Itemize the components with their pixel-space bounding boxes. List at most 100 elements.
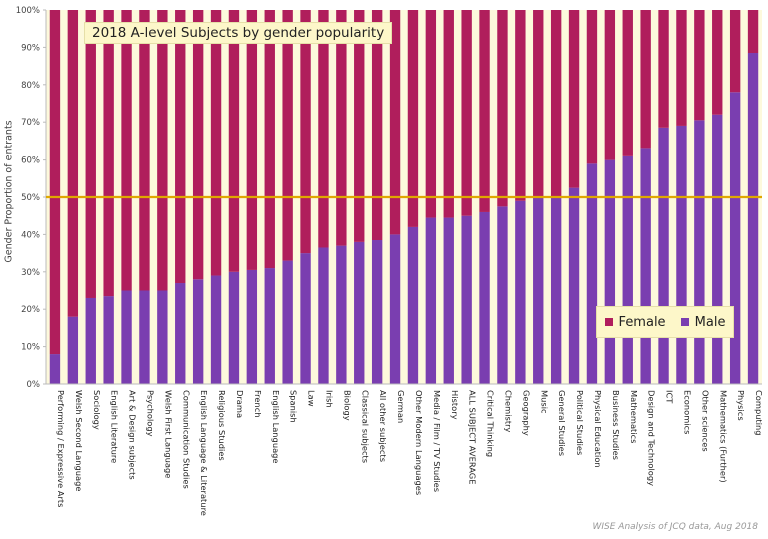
- bar-female: [300, 10, 311, 254]
- x-tick-label: Psychology: [145, 390, 155, 437]
- legend: Female Male: [596, 306, 734, 338]
- x-tick-label: Business Studies: [611, 390, 621, 460]
- bar-female: [49, 10, 61, 355]
- bar-male: [497, 206, 508, 384]
- bar-female: [228, 10, 240, 272]
- bar-female: [497, 10, 508, 207]
- bar-female: [568, 10, 580, 188]
- y-axis-label: Gender Proportion of entrants: [3, 120, 15, 263]
- bar-male: [389, 234, 401, 384]
- x-tick-label: Geography: [521, 390, 531, 436]
- x-tick-label: ALL SUBJECT AVERAGE: [468, 390, 478, 484]
- female-swatch: [604, 318, 613, 326]
- bar-male: [282, 260, 293, 384]
- x-tick-label: Drama: [235, 390, 245, 418]
- bar-male: [228, 271, 240, 384]
- bar-female: [139, 10, 150, 291]
- bar-male: [192, 279, 204, 384]
- y-tick-label: 100%: [16, 6, 40, 16]
- bar-male: [479, 211, 490, 384]
- bar-male: [586, 163, 598, 384]
- y-tick-label: 70%: [21, 118, 40, 128]
- x-tick-label: Communication Studies: [181, 390, 191, 489]
- y-tick-label: 60%: [21, 156, 40, 166]
- x-tick-label: Physical Education: [593, 390, 603, 468]
- bar-female: [246, 10, 258, 270]
- source-note: WISE Analysis of JCQ data, Aug 2018: [592, 522, 758, 532]
- bar-female: [157, 10, 168, 291]
- y-tick-label: 80%: [21, 81, 40, 91]
- bar-male: [640, 148, 651, 384]
- bar-male: [747, 53, 759, 384]
- bar-male: [622, 155, 633, 384]
- bar-male: [175, 283, 186, 384]
- x-tick-label: Other Modern Languages: [414, 390, 424, 495]
- bar-male: [49, 354, 61, 384]
- bar-female: [676, 10, 687, 126]
- bar-male: [318, 247, 329, 384]
- x-tick-label: Sociology: [92, 390, 102, 430]
- x-tick-label: Art & Design subjects: [128, 390, 138, 480]
- bar-male: [354, 241, 365, 384]
- y-tick-label: 50%: [21, 193, 40, 203]
- bar-female: [640, 10, 651, 149]
- bar-female: [354, 10, 365, 242]
- x-tick-label: Critical Thinking: [486, 390, 496, 457]
- bar-male: [658, 127, 669, 384]
- bar-male: [604, 159, 616, 384]
- y-tick-label: 90%: [21, 43, 40, 53]
- x-tick-label: Performing / Expressive Arts: [56, 390, 66, 508]
- bar-female: [85, 10, 96, 298]
- bar-male: [336, 245, 347, 384]
- bar-female: [175, 10, 186, 284]
- chart-title: 2018 A-level Subjects by gender populari…: [84, 22, 393, 44]
- bar-male: [407, 226, 419, 384]
- bar-male: [425, 217, 437, 384]
- bar-female: [694, 10, 705, 121]
- x-tick-label: Music: [539, 390, 549, 414]
- bar-female: [336, 10, 347, 246]
- bar-female: [622, 10, 633, 156]
- bar-female: [729, 10, 741, 93]
- legend-item-female: Female: [604, 315, 666, 330]
- bar-female: [67, 10, 79, 317]
- x-tick-label: Biology: [342, 390, 352, 421]
- x-tick-label: History: [450, 390, 460, 420]
- bar-male: [371, 240, 383, 384]
- x-tick-label: Economics: [682, 390, 692, 435]
- bar-female: [264, 10, 275, 269]
- x-tick-label: Mathematics: [629, 390, 639, 443]
- bar-male: [533, 197, 544, 384]
- bar-female: [318, 10, 329, 248]
- bar-female: [712, 10, 723, 115]
- x-tick-label: French: [253, 390, 263, 418]
- bar-male: [139, 290, 150, 384]
- bar-female: [389, 10, 401, 235]
- x-tick-label: Spanish: [289, 390, 299, 423]
- bar-male: [103, 296, 114, 384]
- bar-female: [747, 10, 759, 54]
- bar-female: [550, 10, 562, 197]
- y-tick-label: 10%: [21, 343, 40, 353]
- x-tick-label: Classical subjects: [360, 390, 370, 463]
- y-tick-label: 30%: [21, 268, 40, 278]
- x-tick-label: Welsh Second Language: [74, 390, 84, 491]
- x-tick-label: All other subjects: [378, 390, 388, 462]
- bar-male: [443, 217, 454, 384]
- x-tick-label: English Literature: [110, 390, 120, 463]
- bar-female: [210, 10, 222, 276]
- bar-male: [246, 269, 258, 384]
- bar-male: [67, 316, 79, 384]
- x-tick-label: Chemistry: [503, 390, 513, 433]
- bar-female: [515, 10, 526, 201]
- y-tick-label: 40%: [21, 230, 40, 240]
- bar-female: [282, 10, 293, 261]
- legend-label-male: Male: [694, 314, 726, 330]
- bar-female: [103, 10, 114, 297]
- bar-female: [407, 10, 419, 227]
- x-tick-label: English Language: [271, 390, 281, 464]
- bar-female: [461, 10, 472, 216]
- x-tick-label: Irish: [324, 390, 334, 408]
- x-tick-label: Other sciences: [700, 390, 710, 452]
- x-tick-label: Religious Studies: [217, 390, 227, 461]
